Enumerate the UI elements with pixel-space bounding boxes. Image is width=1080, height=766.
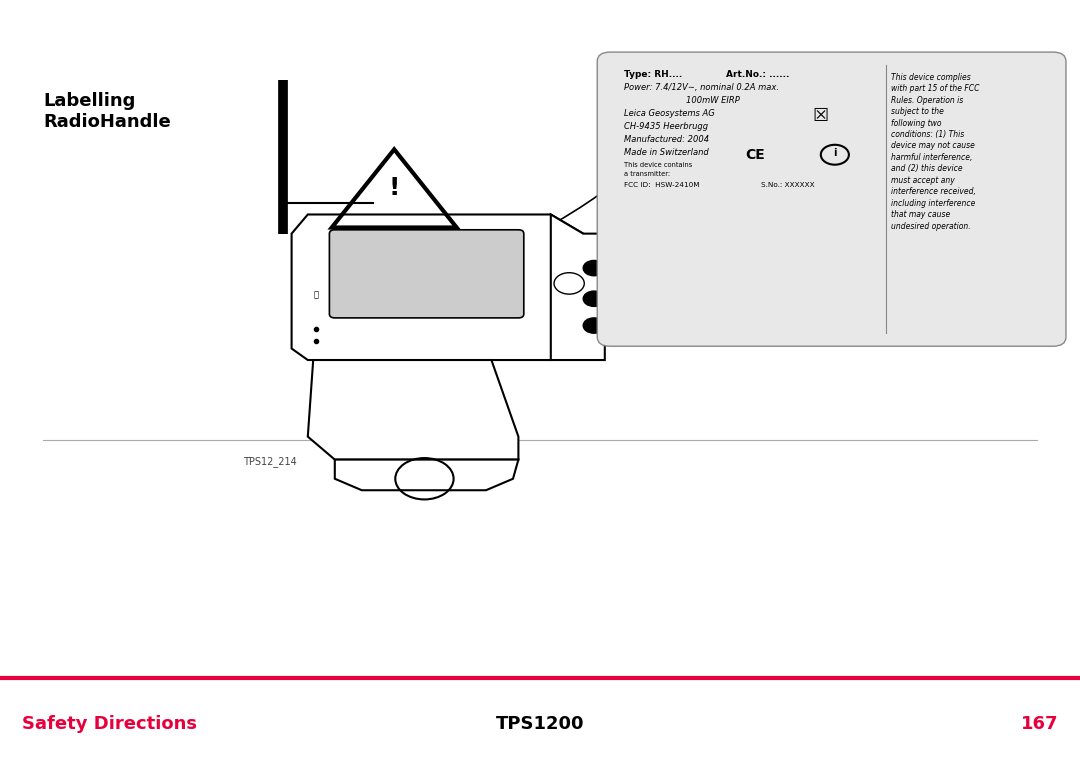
Text: ⚿: ⚿	[314, 290, 319, 300]
Polygon shape	[551, 214, 605, 360]
Text: Made in Switzerland: Made in Switzerland	[624, 148, 708, 157]
Text: !: !	[389, 176, 400, 201]
Circle shape	[583, 318, 605, 333]
Text: a transmitter:: a transmitter:	[624, 171, 671, 177]
Circle shape	[583, 260, 605, 276]
Text: CE: CE	[745, 148, 765, 162]
Text: This device contains: This device contains	[624, 162, 692, 169]
Text: S.No.: XXXXXX: S.No.: XXXXXX	[761, 182, 815, 188]
Text: Labelling
RadioHandle: Labelling RadioHandle	[43, 92, 171, 131]
Polygon shape	[308, 360, 518, 460]
Text: FCC ID:  HSW-2410M: FCC ID: HSW-2410M	[624, 182, 700, 188]
Text: Manufactured: 2004: Manufactured: 2004	[624, 135, 710, 144]
FancyBboxPatch shape	[329, 230, 524, 318]
Text: This device complies
with part 15 of the FCC
Rules. Operation is
subject to the
: This device complies with part 15 of the…	[891, 73, 980, 231]
Text: Power: 7.4/12V∼, nominal 0.2A max.: Power: 7.4/12V∼, nominal 0.2A max.	[624, 83, 780, 93]
Text: 100mW EIRP: 100mW EIRP	[686, 96, 740, 105]
Text: i: i	[833, 148, 837, 159]
Text: CH-9435 Heerbrugg: CH-9435 Heerbrugg	[624, 122, 708, 131]
Text: 167: 167	[1021, 715, 1058, 733]
Text: ☒: ☒	[812, 107, 828, 125]
Text: Art.No.: ......: Art.No.: ......	[726, 70, 789, 80]
Text: Safety Directions: Safety Directions	[22, 715, 197, 733]
Circle shape	[583, 291, 605, 306]
FancyBboxPatch shape	[597, 52, 1066, 346]
Text: Type: RH....: Type: RH....	[624, 70, 683, 80]
Text: Leica Geosystems AG: Leica Geosystems AG	[624, 109, 715, 118]
Polygon shape	[292, 214, 583, 360]
Text: TPS1200: TPS1200	[496, 715, 584, 733]
Polygon shape	[335, 460, 518, 490]
Text: TPS12_214: TPS12_214	[243, 456, 297, 466]
